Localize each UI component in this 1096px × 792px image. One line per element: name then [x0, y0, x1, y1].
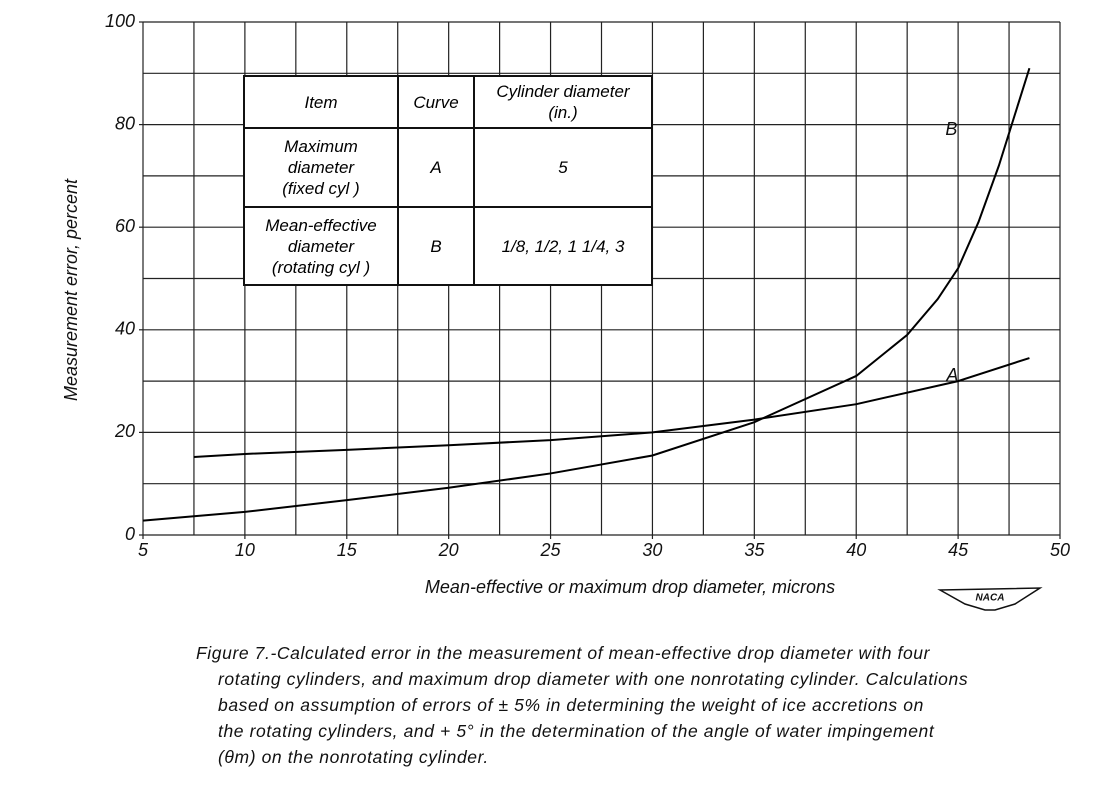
cell-text: diameter [287, 158, 355, 177]
y-tick-label: 0 [125, 524, 135, 544]
cell-text: 5 [558, 158, 568, 177]
table-row: Maximum diameter (fixed cyl ) A 5 [243, 127, 653, 208]
table-cell: B [397, 206, 475, 286]
x-tick-label: 5 [138, 540, 149, 560]
legend-table: Item Curve Cylinder diameter (in.) Maximum di… [243, 75, 653, 286]
cell-text: (fixed cyl ) [282, 179, 360, 198]
line [193, 357, 1030, 459]
caption-line: (θm) on the nonrotating cylinder. [218, 747, 489, 767]
cell-text: B [430, 236, 442, 256]
x-tick-label: 25 [540, 540, 562, 560]
cell-text: Curve [413, 92, 459, 112]
line [142, 67, 1031, 522]
x-tick-label: 50 [1050, 540, 1070, 560]
table-cell: Mean-effective diameter (rotating cyl ) [243, 206, 399, 286]
y-tick-label: 40 [115, 319, 135, 339]
y-tick-label: 60 [115, 216, 135, 236]
caption-line: Figure 7.-Calculated error in the measur… [196, 643, 931, 663]
cell-text: Maximum [284, 137, 358, 156]
series-label: A [945, 365, 958, 385]
cell-text: Cylinder diameter [496, 82, 630, 101]
table-row: Item Curve Cylinder diameter (in.) [243, 75, 653, 129]
table-cell: Curve [397, 75, 475, 129]
caption-line: the rotating cylinders, and + 5° in the … [218, 721, 935, 741]
table-cell: A [397, 127, 475, 208]
caption-line: rotating cylinders, and maximum drop dia… [218, 669, 969, 689]
caption-line: based on assumption of errors of ± 5% in… [218, 695, 924, 715]
table-row: Mean-effective diameter (rotating cyl ) B 1/… [243, 206, 653, 286]
x-tick-label: 10 [235, 540, 255, 560]
naca-logo: NACA [937, 587, 1043, 611]
x-tick-label: 35 [744, 540, 765, 560]
table-cell: Maximum diameter (fixed cyl ) [243, 127, 399, 208]
series-label: B [945, 119, 957, 139]
table-cell: Cylinder diameter (in.) [473, 75, 653, 129]
x-axis-label: Mean-effective or maximum drop diameter,… [425, 577, 835, 597]
cell-text: (in.) [548, 103, 578, 122]
x-tick-label: 20 [438, 540, 459, 560]
cell-text: 1/8, 1/2, 1 1/4, 3 [501, 236, 625, 256]
x-tick-label: 45 [948, 540, 969, 560]
y-tick-label: 20 [114, 421, 135, 441]
cell-text: A [430, 158, 442, 177]
y-tick-label: 100 [105, 11, 135, 31]
x-tick-label: 15 [337, 540, 358, 560]
cell-text: diameter [287, 236, 355, 256]
y-axis-label: Measurement error, percent [61, 178, 81, 401]
table-cell: Item [243, 75, 399, 129]
table-cell: 5 [473, 127, 653, 208]
x-tick-label: 40 [846, 540, 866, 560]
cell-text: (rotating cyl ) [271, 257, 371, 277]
x-tick-label: 30 [642, 540, 662, 560]
cell-text: Item [304, 92, 338, 112]
cell-text: Mean-effective [265, 215, 377, 235]
table-cell: 1/8, 1/2, 1 1/4, 3 [473, 206, 653, 286]
logo-text: NACA [976, 593, 1005, 604]
logo-wings [937, 587, 1043, 611]
caption: Figure 7.-Calculated error in the measur… [196, 640, 968, 770]
y-tick-label: 80 [115, 113, 135, 133]
